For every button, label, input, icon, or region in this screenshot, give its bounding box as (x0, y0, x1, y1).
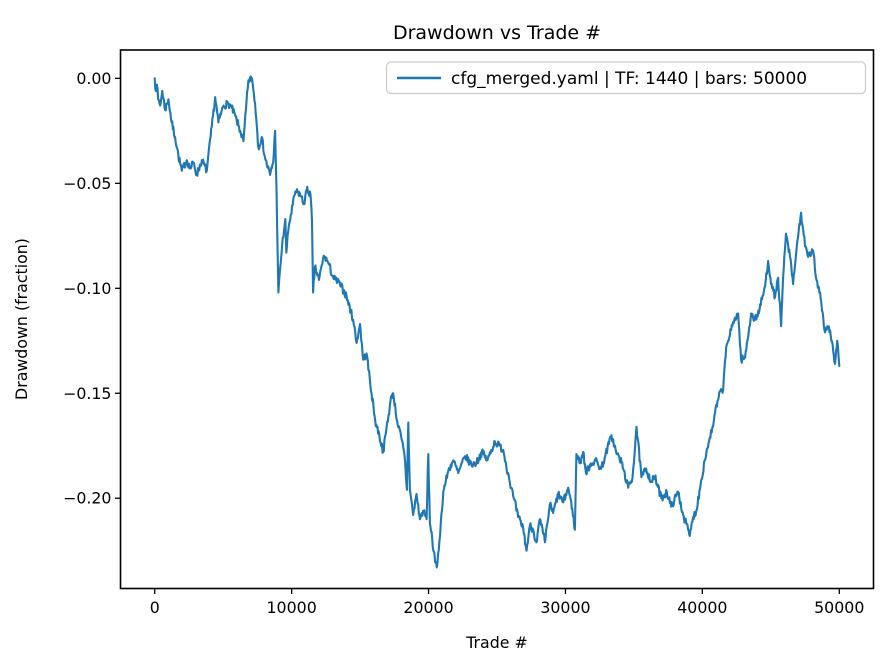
y-tick-label: −0.10 (63, 279, 111, 298)
y-axis-label: Drawdown (fraction) (12, 238, 31, 400)
legend-box (385, 61, 867, 95)
legend: cfg_merged.yaml | TF: 1440 | bars: 50000 (385, 61, 867, 95)
y-tick-label: −0.05 (63, 174, 111, 193)
plot-area (120, 50, 874, 589)
x-tick-label: 20000 (403, 598, 453, 617)
x-tick-label: 40000 (677, 598, 727, 617)
x-tick-label: 0 (150, 598, 160, 617)
drawdown-line (153, 75, 841, 569)
x-tick-label: 30000 (540, 598, 590, 617)
chart-title: Drawdown vs Trade # (393, 22, 601, 44)
axes-frame (119, 49, 875, 590)
legend-entry-label: cfg_merged.yaml | TF: 1440 | bars: 50000 (451, 69, 807, 89)
axes-ticks: 0 10000 20000 30000 40000 50000 0.00 −0.05 −0.10… (63, 69, 864, 617)
x-axis-label: Trade # (465, 633, 528, 652)
data-line-group (153, 75, 841, 569)
x-tick-label: 10000 (267, 598, 317, 617)
y-tick-label: −0.20 (63, 489, 111, 508)
y-tick-label: 0.00 (76, 69, 111, 88)
x-tick-label: 50000 (814, 598, 864, 617)
y-tick-label: −0.15 (63, 384, 111, 403)
